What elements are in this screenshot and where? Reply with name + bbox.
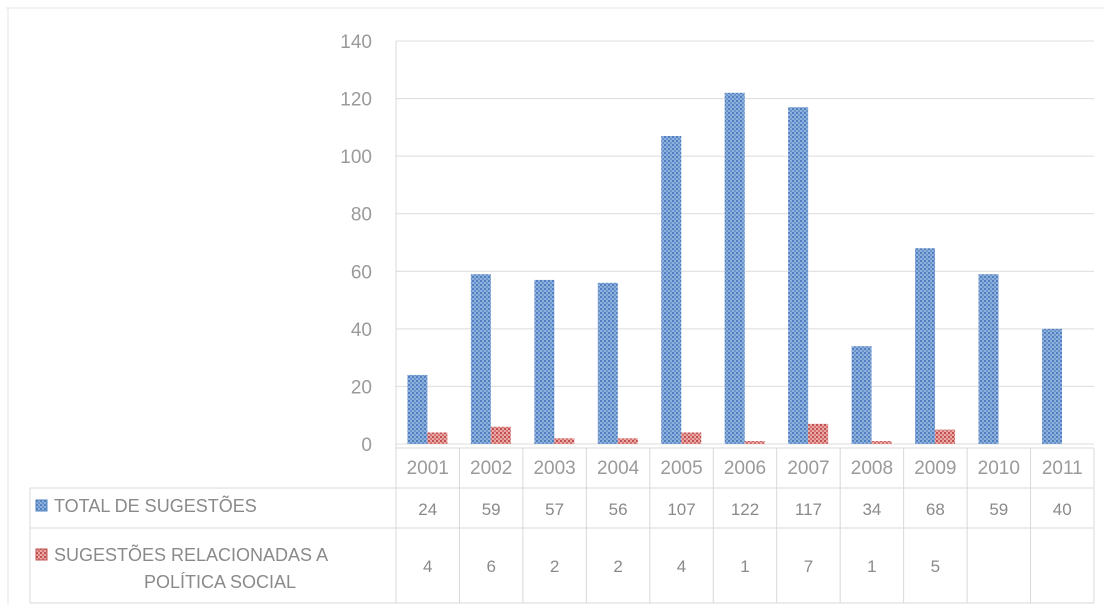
bar-social-2003	[554, 438, 575, 444]
y-tick-label: 60	[351, 262, 372, 283]
table-cell-social: 5	[931, 557, 940, 576]
table-cell-total: 59	[989, 500, 1008, 519]
table-cell-social: 1	[867, 557, 876, 576]
table-cell-total: 107	[667, 500, 695, 519]
table-cell-total: 40	[1053, 500, 1072, 519]
y-tick-label: 100	[340, 147, 372, 168]
y-tick-label: 0	[361, 435, 372, 456]
table-cell-total: 122	[731, 500, 759, 519]
x-tick-label: 2007	[787, 458, 829, 479]
bar-total-2002	[470, 274, 491, 444]
table-cell-social: 4	[423, 557, 432, 576]
legend-label-social-line1: SUGESTÕES RELACIONADAS A	[54, 544, 328, 565]
table-cell-social: 1	[740, 557, 749, 576]
bar-total-2003	[534, 279, 555, 444]
bar-total-2011	[1041, 328, 1062, 444]
bar-social-2009	[935, 429, 956, 444]
table-cell-total: 34	[862, 500, 881, 519]
x-tick-label: 2008	[851, 458, 893, 479]
x-tick-label: 2010	[978, 458, 1020, 479]
table-cell-social: 2	[613, 557, 622, 576]
bar-social-2004	[617, 438, 638, 444]
table-cell-total: 56	[609, 500, 628, 519]
y-tick-label: 20	[351, 377, 372, 398]
legend-key-social	[35, 548, 48, 561]
table-cell-social: 7	[804, 557, 813, 576]
bar-total-2006	[724, 92, 745, 445]
bar-total-2007	[788, 107, 809, 444]
y-tick-label: 140	[340, 32, 372, 53]
table-cell-total: 59	[482, 500, 501, 519]
table-cell-social: 4	[677, 557, 686, 576]
x-tick-label: 2002	[470, 458, 512, 479]
table-cell-total: 68	[926, 500, 945, 519]
x-tick-label: 2004	[597, 458, 640, 479]
bar-total-2010	[978, 274, 999, 444]
x-tick-label: 2009	[914, 458, 956, 479]
x-tick-label: 2011	[1042, 458, 1083, 479]
y-tick-label: 40	[351, 320, 372, 341]
bar-social-2001	[427, 432, 448, 444]
legend-label-social-line2: POLÍTICA SOCIAL	[144, 572, 296, 592]
bar-total-2004	[597, 282, 618, 444]
bar-social-2002	[490, 426, 511, 444]
x-tick-label: 2001	[407, 458, 449, 479]
table-cell-total: 57	[545, 500, 564, 519]
bar-social-2008	[871, 441, 892, 444]
bar-total-2008	[851, 346, 872, 444]
y-axis-ticks: 0 20 40 60 80 100 120 140	[340, 32, 372, 456]
x-tick-label: 2006	[724, 458, 766, 479]
bars	[407, 92, 1062, 445]
bar-social-2006	[744, 441, 765, 444]
bar-total-2001	[407, 374, 428, 444]
y-tick-label: 120	[340, 90, 372, 111]
legend-key-total	[35, 499, 48, 512]
data-table: 2001 2002 2003 2004 2005 2006 2007 2008 2009 2010…	[29, 447, 1095, 604]
grid-lines	[6, 7, 1104, 604]
y-tick-label: 80	[351, 205, 372, 226]
legend-label-total: TOTAL DE SUGESTÕES	[54, 495, 257, 516]
bar-social-2007	[808, 423, 829, 444]
table-cell-total: 24	[418, 500, 437, 519]
x-tick-label: 2003	[533, 458, 575, 479]
bar-social-2005	[681, 432, 702, 444]
bar-total-2005	[661, 135, 682, 444]
bar-total-2009	[915, 248, 936, 444]
x-tick-label: 2005	[660, 458, 702, 479]
table-cell-social: 2	[550, 557, 559, 576]
table-cell-total: 117	[795, 500, 822, 519]
table-cell-social: 6	[486, 557, 495, 576]
